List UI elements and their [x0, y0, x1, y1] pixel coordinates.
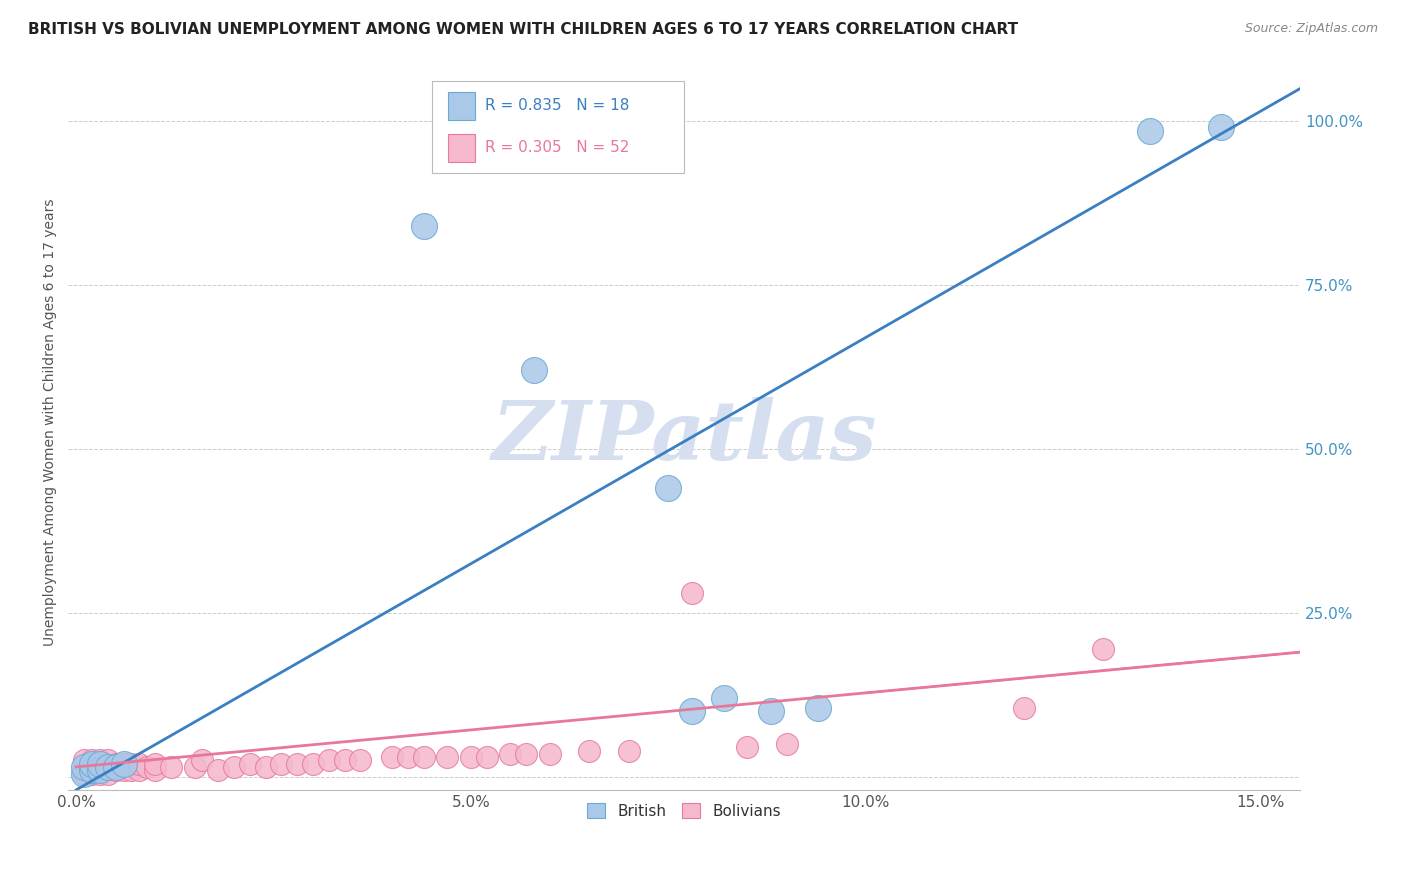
Point	[436, 750, 458, 764]
Point	[73, 760, 96, 774]
Point	[523, 363, 546, 377]
Point	[143, 763, 166, 777]
Point	[73, 766, 96, 780]
Point	[1139, 123, 1161, 137]
Point	[681, 704, 703, 718]
Point	[713, 691, 735, 706]
Text: R = 0.305   N = 52: R = 0.305 N = 52	[485, 140, 628, 155]
Point	[73, 766, 96, 780]
Point	[112, 763, 135, 777]
Point	[515, 747, 537, 761]
Point	[80, 760, 103, 774]
Point	[128, 763, 150, 777]
Point	[254, 760, 277, 774]
Point	[460, 750, 482, 764]
Point	[657, 481, 679, 495]
Point	[285, 756, 308, 771]
Point	[239, 756, 262, 771]
Point	[1209, 120, 1232, 135]
Point	[222, 760, 245, 774]
Point	[89, 753, 111, 767]
Point	[80, 753, 103, 767]
Point	[80, 763, 103, 777]
Point	[112, 756, 135, 771]
Point	[578, 743, 600, 757]
Point	[104, 756, 127, 771]
Point	[120, 763, 142, 777]
Point	[381, 750, 404, 764]
Point	[89, 760, 111, 774]
Point	[183, 760, 205, 774]
Point	[270, 756, 292, 771]
Point	[499, 747, 522, 761]
Point	[1012, 701, 1035, 715]
Point	[104, 763, 127, 777]
Point	[120, 756, 142, 771]
Text: R = 0.835   N = 18: R = 0.835 N = 18	[485, 98, 628, 113]
Text: BRITISH VS BOLIVIAN UNEMPLOYMENT AMONG WOMEN WITH CHILDREN AGES 6 TO 17 YEARS CO: BRITISH VS BOLIVIAN UNEMPLOYMENT AMONG W…	[28, 22, 1018, 37]
Point	[412, 219, 434, 233]
Point	[80, 766, 103, 780]
Y-axis label: Unemployment Among Women with Children Ages 6 to 17 years: Unemployment Among Women with Children A…	[44, 199, 58, 647]
Point	[412, 750, 434, 764]
Point	[475, 750, 498, 764]
Point	[538, 747, 561, 761]
Point	[73, 753, 96, 767]
Point	[97, 766, 120, 780]
Text: ZIPatlas: ZIPatlas	[491, 397, 877, 477]
Point	[97, 753, 120, 767]
Point	[160, 760, 183, 774]
Point	[396, 750, 419, 764]
Point	[759, 704, 782, 718]
Point	[807, 701, 830, 715]
Legend: British, Bolivians: British, Bolivians	[579, 795, 789, 826]
Point	[737, 740, 759, 755]
Point	[349, 753, 371, 767]
Point	[776, 737, 799, 751]
Point	[73, 760, 96, 774]
Point	[80, 756, 103, 771]
Point	[302, 756, 325, 771]
Point	[89, 763, 111, 777]
Point	[143, 756, 166, 771]
Point	[89, 756, 111, 771]
Point	[89, 766, 111, 780]
Point	[97, 760, 120, 774]
Point	[104, 760, 127, 774]
Bar	[447, 92, 475, 120]
Point	[136, 760, 159, 774]
Text: Source: ZipAtlas.com: Source: ZipAtlas.com	[1244, 22, 1378, 36]
Point	[207, 763, 229, 777]
Point	[681, 586, 703, 600]
Point	[318, 753, 340, 767]
Point	[128, 756, 150, 771]
Point	[112, 756, 135, 771]
Point	[617, 743, 640, 757]
Point	[333, 753, 356, 767]
Point	[191, 753, 214, 767]
Bar	[447, 134, 475, 161]
Point	[97, 760, 120, 774]
Point	[1091, 641, 1114, 656]
FancyBboxPatch shape	[432, 81, 685, 173]
